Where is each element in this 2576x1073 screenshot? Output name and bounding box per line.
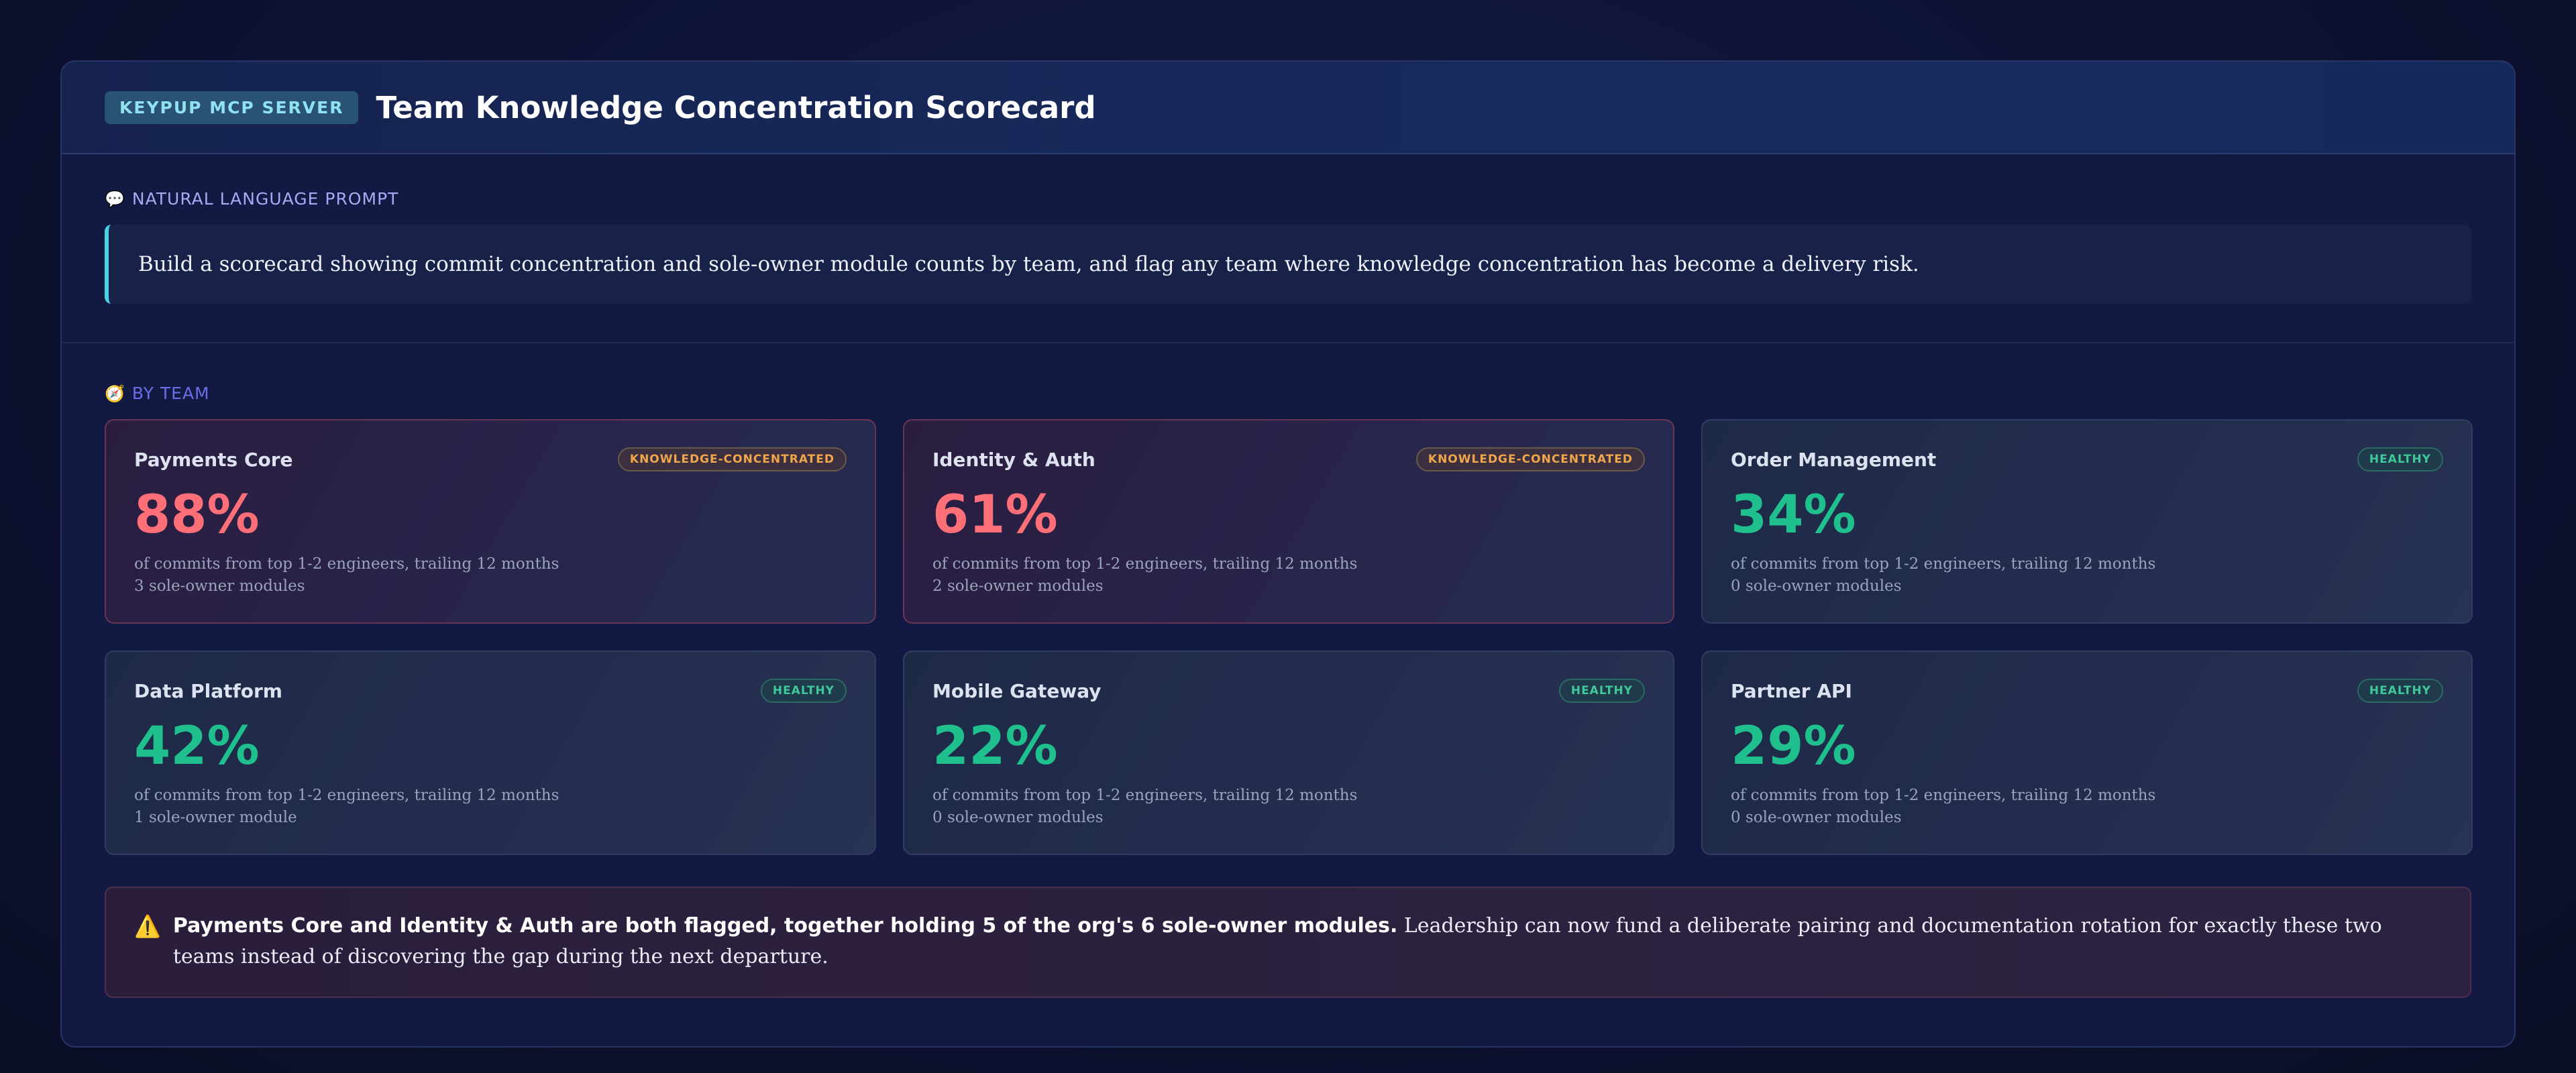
- team-name: Identity & Auth: [932, 448, 1095, 471]
- scorecard-panel: KEYPUP MCP SERVER Team Knowledge Concent…: [60, 60, 2516, 1048]
- sole-owner-count: 0 sole-owner modules: [932, 809, 1104, 826]
- compass-icon: 🧭: [105, 384, 125, 403]
- header: KEYPUP MCP SERVER Team Knowledge Concent…: [62, 62, 2514, 154]
- status-badge: HEALTHY: [760, 679, 847, 703]
- status-badge: KNOWLEDGE-CONCENTRATED: [1415, 447, 1645, 471]
- concentration-percent: 22%: [932, 716, 1058, 777]
- concentration-percent: 88%: [134, 485, 260, 545]
- server-badge: KEYPUP MCP SERVER: [105, 91, 359, 124]
- status-badge: KNOWLEDGE-CONCENTRATED: [617, 447, 847, 471]
- concentration-percent: 42%: [134, 716, 260, 777]
- warning-icon: ⚠️: [134, 913, 161, 939]
- concentration-description: of commits from top 1-2 engineers, trail…: [932, 787, 1358, 804]
- by-team-label: 🧭 BY TEAM: [105, 384, 2471, 403]
- alert-text: Payments Core and Identity & Auth are bo…: [173, 911, 2442, 997]
- team-card-partner-api: Partner API HEALTHY 29% of commits from …: [1701, 651, 2473, 855]
- team-name: Partner API: [1731, 679, 1852, 702]
- sole-owner-count: 2 sole-owner modules: [932, 577, 1104, 595]
- team-card-payments-core: Payments Core KNOWLEDGE-CONCENTRATED 88%…: [105, 419, 876, 624]
- sole-owner-count: 0 sole-owner modules: [1731, 577, 1902, 595]
- team-section: 🧭 BY TEAM Payments Core KNOWLEDGE-CONCEN…: [62, 343, 2514, 998]
- alert-detail: Leadership can now fund a deliberate pai…: [172, 914, 2382, 968]
- by-team-label-text: BY TEAM: [131, 384, 210, 403]
- risk-alert: ⚠️ Payments Core and Identity & Auth are…: [105, 887, 2471, 998]
- prompt-label-text: NATURAL LANGUAGE PROMPT: [131, 189, 399, 209]
- status-badge: HEALTHY: [1558, 679, 1645, 703]
- sole-owner-count: 0 sole-owner modules: [1731, 809, 1902, 826]
- team-name: Order Management: [1731, 448, 1937, 471]
- status-badge: HEALTHY: [2357, 679, 2443, 703]
- team-grid: Payments Core KNOWLEDGE-CONCENTRATED 88%…: [105, 419, 2473, 855]
- prompt-label: 💬 NATURAL LANGUAGE PROMPT: [105, 189, 2471, 209]
- team-card-identity-auth: Identity & Auth KNOWLEDGE-CONCENTRATED 6…: [903, 419, 1674, 624]
- sole-owner-count: 3 sole-owner modules: [134, 577, 305, 595]
- concentration-percent: 61%: [932, 485, 1058, 545]
- concentration-description: of commits from top 1-2 engineers, trail…: [1731, 555, 2156, 573]
- team-card-mobile-gateway: Mobile Gateway HEALTHY 22% of commits fr…: [903, 651, 1674, 855]
- team-name: Payments Core: [134, 448, 293, 471]
- speech-bubble-icon: 💬: [105, 189, 125, 209]
- concentration-percent: 29%: [1731, 716, 1856, 777]
- team-name: Mobile Gateway: [932, 679, 1102, 702]
- sole-owner-count: 1 sole-owner module: [134, 809, 297, 826]
- concentration-description: of commits from top 1-2 engineers, trail…: [932, 555, 1358, 573]
- team-card-data-platform: Data Platform HEALTHY 42% of commits fro…: [105, 651, 876, 855]
- alert-headline: Payments Core and Identity & Auth are bo…: [172, 914, 1398, 938]
- concentration-percent: 34%: [1731, 485, 1856, 545]
- status-badge: HEALTHY: [2357, 447, 2443, 471]
- page-title: Team Knowledge Concentration Scorecard: [376, 89, 1096, 125]
- team-card-order-management: Order Management HEALTHY 34% of commits …: [1701, 419, 2473, 624]
- team-name: Data Platform: [134, 679, 282, 702]
- concentration-description: of commits from top 1-2 engineers, trail…: [1731, 787, 2156, 804]
- prompt-text: Build a scorecard showing commit concent…: [105, 225, 2471, 304]
- concentration-description: of commits from top 1-2 engineers, trail…: [134, 787, 559, 804]
- prompt-section: 💬 NATURAL LANGUAGE PROMPT Build a scorec…: [62, 154, 2514, 343]
- concentration-description: of commits from top 1-2 engineers, trail…: [134, 555, 559, 573]
